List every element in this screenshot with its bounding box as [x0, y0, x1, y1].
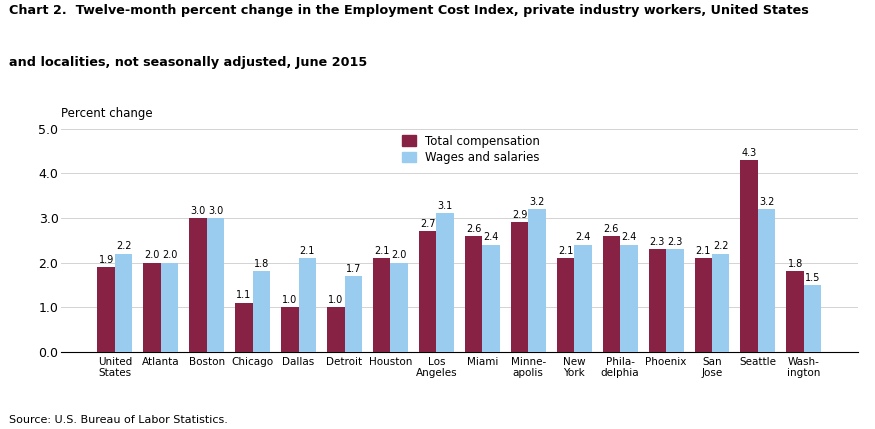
Text: 3.2: 3.2	[529, 197, 544, 207]
Text: 1.1: 1.1	[236, 290, 252, 300]
Legend: Total compensation, Wages and salaries: Total compensation, Wages and salaries	[402, 135, 540, 164]
Bar	[465, 236, 482, 352]
Bar	[206, 218, 224, 352]
Text: 2.6: 2.6	[604, 224, 620, 233]
Bar	[712, 254, 730, 352]
Bar	[390, 263, 408, 352]
Bar	[758, 209, 775, 352]
Text: Source: U.S. Bureau of Labor Statistics.: Source: U.S. Bureau of Labor Statistics.	[9, 415, 228, 425]
Text: 2.1: 2.1	[557, 246, 573, 256]
Bar	[345, 276, 362, 352]
Text: 2.1: 2.1	[299, 246, 315, 256]
Text: 2.0: 2.0	[144, 250, 160, 260]
Text: 3.0: 3.0	[208, 205, 223, 216]
Bar	[695, 258, 712, 352]
Bar	[144, 263, 161, 352]
Text: 1.8: 1.8	[788, 259, 802, 269]
Bar	[97, 267, 115, 352]
Text: 1.7: 1.7	[346, 264, 361, 274]
Text: 2.0: 2.0	[391, 250, 407, 260]
Text: 4.3: 4.3	[742, 148, 757, 158]
Text: and localities, not seasonally adjusted, June 2015: and localities, not seasonally adjusted,…	[9, 56, 367, 69]
Bar	[787, 272, 804, 352]
Bar	[620, 245, 638, 352]
Text: 3.2: 3.2	[759, 197, 774, 207]
Bar	[482, 245, 500, 352]
Text: 3.1: 3.1	[438, 201, 452, 211]
Bar	[648, 249, 666, 352]
Text: 1.9: 1.9	[99, 255, 114, 265]
Bar	[574, 245, 592, 352]
Text: 2.9: 2.9	[512, 210, 528, 220]
Text: 2.2: 2.2	[713, 242, 729, 251]
Bar	[804, 285, 822, 352]
Bar	[189, 218, 206, 352]
Text: 3.0: 3.0	[191, 205, 206, 216]
Text: 1.8: 1.8	[254, 259, 269, 269]
Text: 2.7: 2.7	[420, 219, 436, 229]
Bar	[603, 236, 620, 352]
Text: 2.4: 2.4	[621, 233, 636, 242]
Text: 2.4: 2.4	[483, 233, 499, 242]
Text: 2.3: 2.3	[649, 237, 665, 247]
Bar	[253, 272, 270, 352]
Bar	[437, 214, 454, 352]
Bar	[235, 303, 253, 352]
Text: Percent change: Percent change	[61, 107, 153, 120]
Bar	[161, 263, 178, 352]
Bar	[511, 222, 528, 352]
Text: 2.4: 2.4	[575, 233, 591, 242]
Text: 2.1: 2.1	[374, 246, 389, 256]
Text: Chart 2.  Twelve-month percent change in the Employment Cost Index, private indu: Chart 2. Twelve-month percent change in …	[9, 4, 808, 17]
Text: 2.3: 2.3	[667, 237, 682, 247]
Bar	[528, 209, 546, 352]
Bar	[298, 258, 316, 352]
Text: 2.1: 2.1	[696, 246, 711, 256]
Bar	[115, 254, 132, 352]
Bar	[666, 249, 683, 352]
Text: 1.5: 1.5	[805, 272, 820, 283]
Bar	[281, 307, 298, 352]
Text: 2.2: 2.2	[116, 242, 131, 251]
Bar	[419, 231, 437, 352]
Bar	[556, 258, 574, 352]
Bar	[740, 160, 758, 352]
Text: 1.0: 1.0	[283, 295, 298, 305]
Text: 2.0: 2.0	[162, 250, 178, 260]
Bar	[373, 258, 390, 352]
Text: 2.6: 2.6	[466, 224, 481, 233]
Text: 1.0: 1.0	[328, 295, 344, 305]
Bar	[327, 307, 345, 352]
